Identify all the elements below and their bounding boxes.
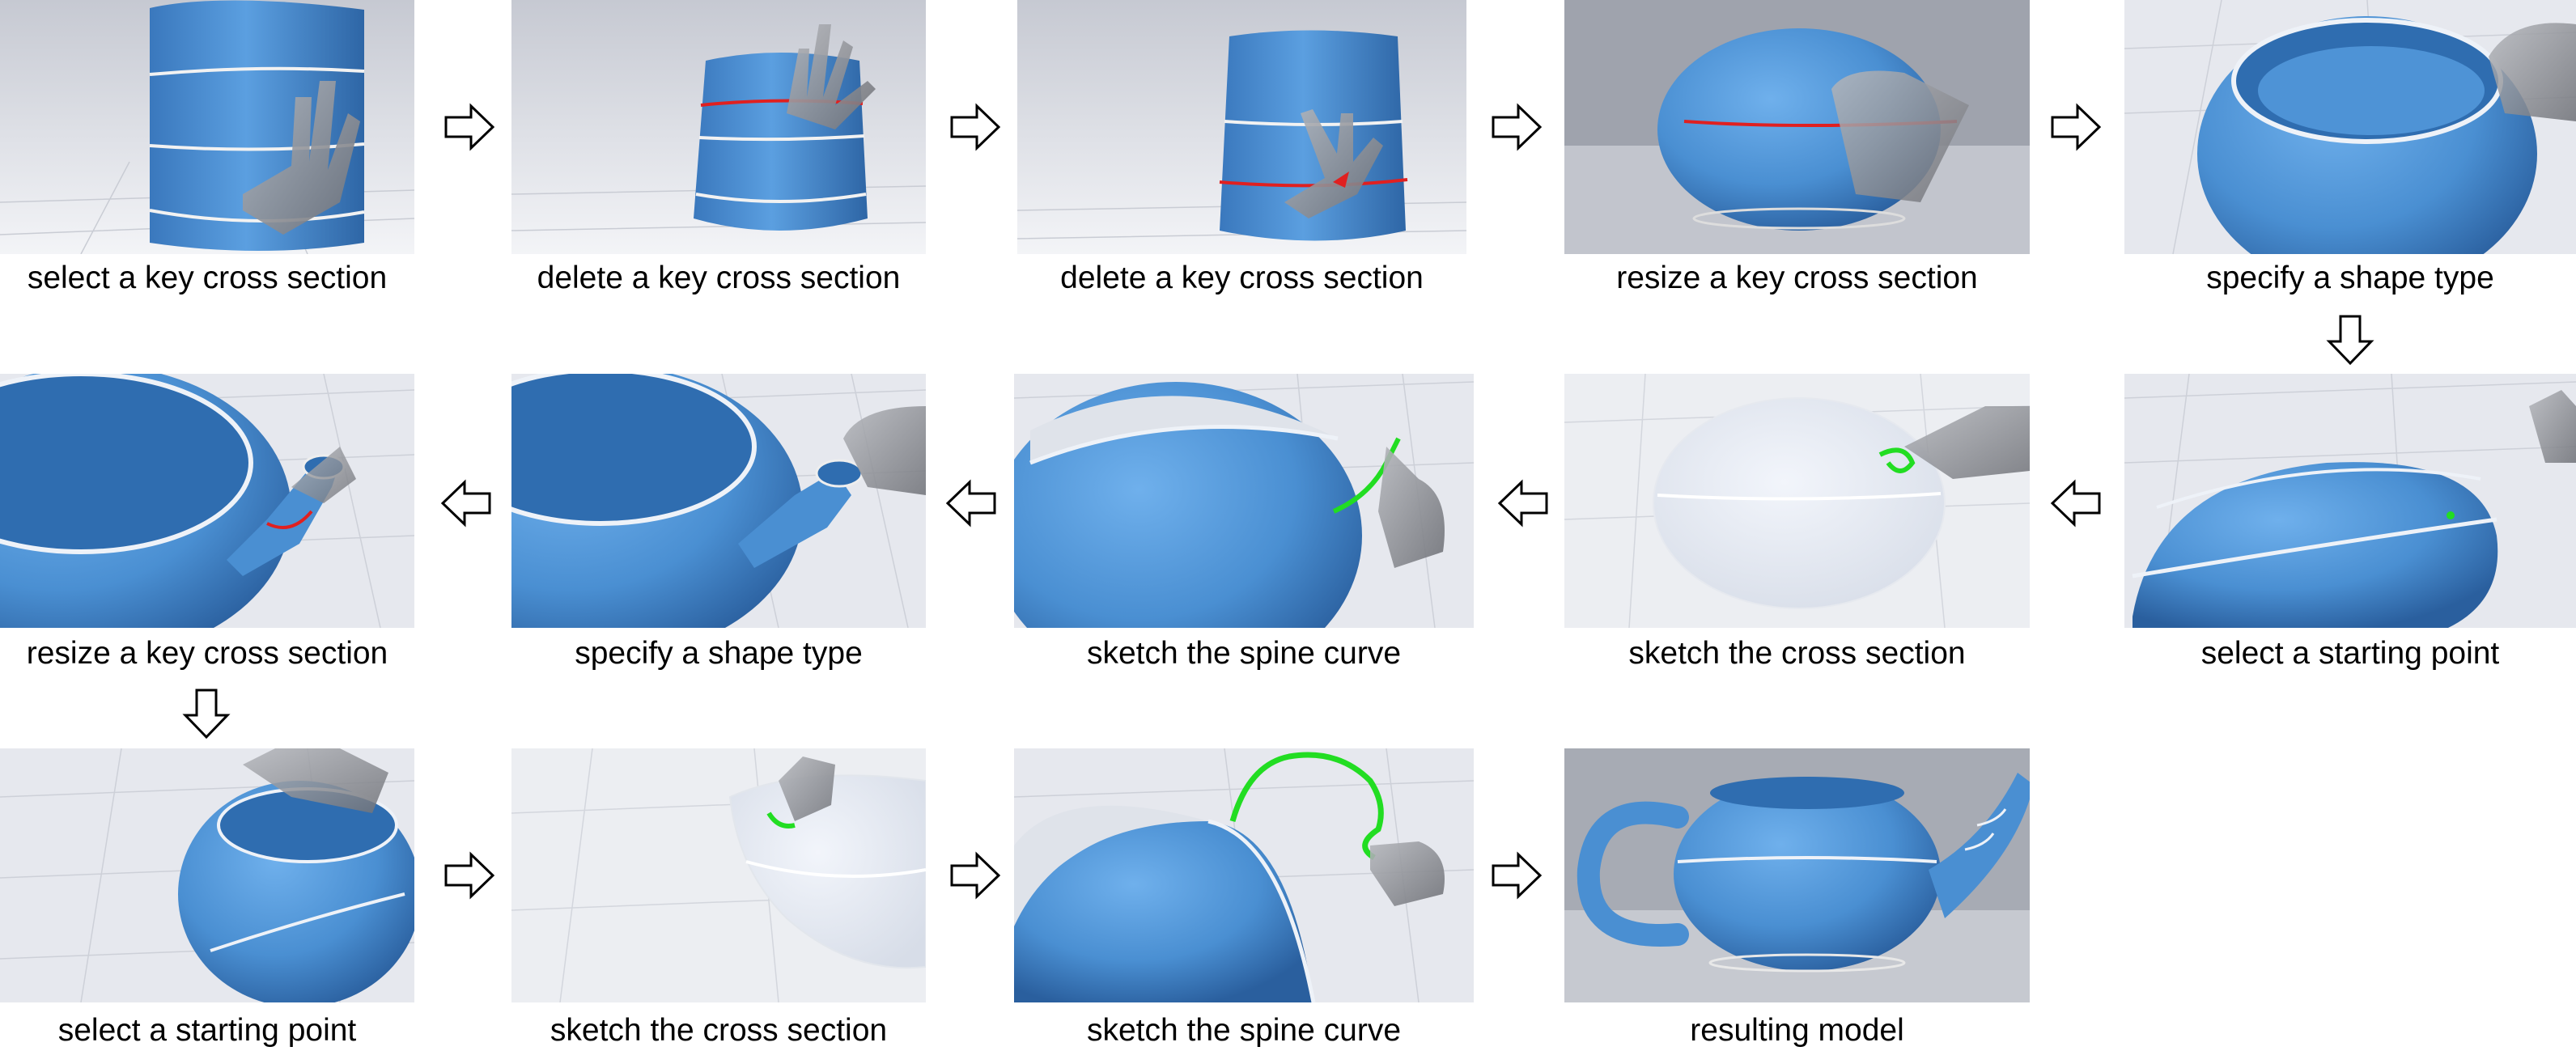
step-12-caption: sketch the cross section [550,1013,888,1048]
step-6-image [2124,374,2576,628]
step-5-caption: specify a shape type [2206,261,2494,295]
step-12-image [511,748,926,1002]
step-7-caption: sketch the cross section [1628,636,1966,671]
step-10-image [0,374,414,628]
step-9-caption: specify a shape type [575,636,863,671]
step-4-caption: resize a key cross section [1616,261,1978,295]
right-arrow-icon [443,851,495,900]
left-arrow-icon [440,479,492,528]
step-13-image [1014,748,1474,1002]
step-3-image [1017,0,1466,254]
step-1-caption: select a key cross section [27,261,388,295]
step-5-image [2124,0,2576,254]
right-arrow-icon [443,103,495,151]
step-11-image [0,748,414,1002]
step-2-image [511,0,926,254]
step-10-caption: resize a key cross section [26,636,388,671]
step-2-caption: delete a key cross section [537,261,901,295]
step-8-caption: sketch the spine curve [1086,636,1402,671]
left-arrow-icon [2050,479,2102,528]
step-11-caption: select a starting point [57,1013,357,1048]
step-4-image [1564,0,2030,254]
step-1-image [0,0,414,254]
right-arrow-icon [2050,103,2102,151]
step-14-caption: resulting model [1690,1013,1904,1048]
step-8-image [1014,374,1474,628]
step-9-image [511,374,926,628]
down-arrow-icon [182,688,231,740]
step-14-image [1564,748,2030,1002]
step-7-image [1564,374,2030,628]
step-13-caption: sketch the spine curve [1086,1013,1402,1048]
right-arrow-icon [949,851,1001,900]
right-arrow-icon [1491,851,1543,900]
step-3-caption: delete a key cross section [1060,261,1424,295]
left-arrow-icon [945,479,997,528]
step-6-caption: select a starting point [2200,636,2500,671]
left-arrow-icon [1497,479,1549,528]
right-arrow-icon [1491,103,1543,151]
down-arrow-icon [2326,314,2374,366]
right-arrow-icon [949,103,1001,151]
